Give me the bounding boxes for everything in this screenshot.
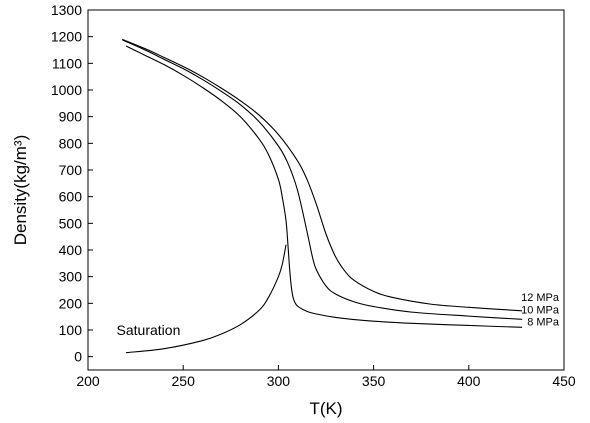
curves-layer	[122, 38, 523, 354]
y-tick-label-200: 200	[59, 295, 83, 311]
y-tick-label-1200: 1200	[51, 29, 82, 45]
y-axis-title: Density(kg/m³)	[11, 135, 30, 246]
y-tick-label-900: 900	[59, 109, 83, 125]
y-tick-label-400: 400	[59, 242, 83, 258]
y-tick-label-800: 800	[59, 135, 83, 151]
annotation-0: Saturation	[117, 322, 181, 338]
y-tick-label-700: 700	[59, 162, 83, 178]
x-tick-label-300: 300	[267, 373, 291, 389]
plot-frame	[87, 9, 565, 371]
y-tick-label-600: 600	[59, 189, 83, 205]
series-label-10-mpa: 10 MPa	[521, 304, 560, 316]
y-tick-label-100: 100	[59, 322, 83, 338]
series-label-12-mpa: 12 MPa	[521, 292, 560, 304]
y-tick-label-1000: 1000	[51, 82, 82, 98]
x-tick-label-250: 250	[172, 373, 196, 389]
series-line-10-mpa	[122, 39, 523, 320]
x-tick-label-200: 200	[76, 373, 100, 389]
y-tick-label-1100: 1100	[52, 55, 82, 71]
x-tick-label-400: 400	[457, 373, 481, 389]
ticks-layer: 200 250 300 350 400 450 0 100 200 300 400 500 600 700…	[51, 2, 576, 389]
x-axis-title: T(K)	[309, 399, 342, 418]
series-label-8-mpa: 8 MPa	[527, 316, 560, 328]
series-line-12-mpa	[122, 38, 523, 312]
series-line-saturation	[126, 244, 287, 354]
y-tick-label-1300: 1300	[51, 2, 82, 18]
y-tick-label-0: 0	[74, 349, 82, 365]
y-tick-label-500: 500	[59, 215, 83, 231]
series-line-8-mpa	[125, 45, 523, 328]
x-tick-label-350: 350	[362, 373, 386, 389]
y-tick-label-300: 300	[59, 269, 83, 285]
x-tick-label-450: 450	[552, 373, 576, 389]
